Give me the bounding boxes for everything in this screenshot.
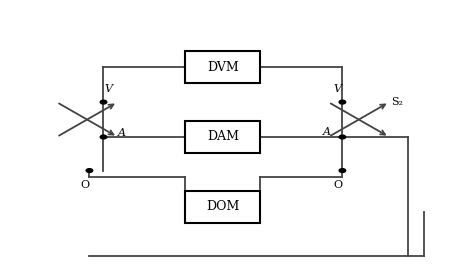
Text: O: O xyxy=(333,180,342,190)
Text: DOM: DOM xyxy=(206,200,240,213)
Circle shape xyxy=(100,100,107,104)
FancyBboxPatch shape xyxy=(185,121,260,153)
Circle shape xyxy=(339,100,346,104)
Text: V: V xyxy=(334,84,342,94)
FancyBboxPatch shape xyxy=(185,51,260,83)
Text: DAM: DAM xyxy=(207,130,239,144)
Circle shape xyxy=(339,169,346,172)
Text: O: O xyxy=(80,180,89,190)
Circle shape xyxy=(339,135,346,139)
Circle shape xyxy=(86,169,93,172)
Text: V: V xyxy=(104,84,112,94)
FancyBboxPatch shape xyxy=(185,191,260,223)
Text: DVM: DVM xyxy=(207,61,239,74)
Circle shape xyxy=(100,135,107,139)
Text: A: A xyxy=(323,127,331,137)
Text: A: A xyxy=(118,128,126,138)
Text: S₂: S₂ xyxy=(392,97,403,107)
